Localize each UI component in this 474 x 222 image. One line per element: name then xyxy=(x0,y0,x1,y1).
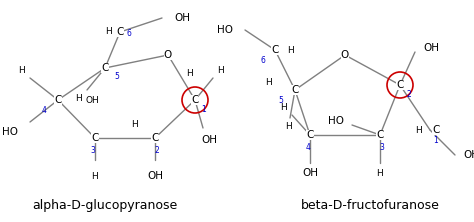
Text: OH: OH xyxy=(147,171,163,181)
Text: O: O xyxy=(164,50,172,60)
Text: 3: 3 xyxy=(91,145,95,155)
Text: C: C xyxy=(396,80,404,90)
Text: 2: 2 xyxy=(155,145,159,155)
Text: 1: 1 xyxy=(434,135,438,145)
Text: 4: 4 xyxy=(42,105,46,115)
Text: OH: OH xyxy=(201,135,217,145)
Text: HO: HO xyxy=(2,127,18,137)
Text: C: C xyxy=(271,45,279,55)
Text: C: C xyxy=(116,27,124,37)
Text: HO: HO xyxy=(328,116,344,126)
Text: OH: OH xyxy=(463,150,474,160)
Text: H: H xyxy=(218,65,224,75)
Text: H: H xyxy=(91,172,99,180)
Text: 6: 6 xyxy=(127,30,131,38)
Text: C: C xyxy=(55,95,62,105)
Text: 5: 5 xyxy=(279,95,283,105)
Text: H: H xyxy=(265,77,273,87)
Text: OH: OH xyxy=(423,43,439,53)
Text: OH: OH xyxy=(302,168,318,178)
Text: 2: 2 xyxy=(407,89,411,99)
Text: C: C xyxy=(91,133,99,143)
Text: C: C xyxy=(376,130,383,140)
Text: C: C xyxy=(101,63,109,73)
Text: alpha-D-glucopyranose: alpha-D-glucopyranose xyxy=(32,198,178,212)
Text: C: C xyxy=(432,125,439,135)
Text: C: C xyxy=(292,85,299,95)
Text: HO: HO xyxy=(217,25,233,35)
Text: H: H xyxy=(415,125,422,135)
Text: 3: 3 xyxy=(380,143,384,151)
Text: 1: 1 xyxy=(201,105,206,113)
Text: H: H xyxy=(281,103,287,111)
Text: H: H xyxy=(287,46,294,54)
Text: beta-D-fructofuranose: beta-D-fructofuranose xyxy=(301,198,439,212)
Text: H: H xyxy=(105,28,112,36)
Text: C: C xyxy=(306,130,314,140)
Text: H: H xyxy=(286,121,292,131)
Text: H: H xyxy=(132,119,138,129)
Text: H: H xyxy=(187,69,193,77)
Text: H: H xyxy=(18,65,26,75)
Text: H: H xyxy=(76,93,82,103)
Text: C: C xyxy=(151,133,159,143)
Text: 6: 6 xyxy=(261,56,265,65)
Text: OH: OH xyxy=(86,95,100,105)
Text: 4: 4 xyxy=(306,143,310,151)
Text: H: H xyxy=(377,168,383,178)
Text: O: O xyxy=(341,50,349,60)
Text: OH: OH xyxy=(174,13,190,23)
Text: C: C xyxy=(191,95,199,105)
Text: 5: 5 xyxy=(115,71,119,81)
